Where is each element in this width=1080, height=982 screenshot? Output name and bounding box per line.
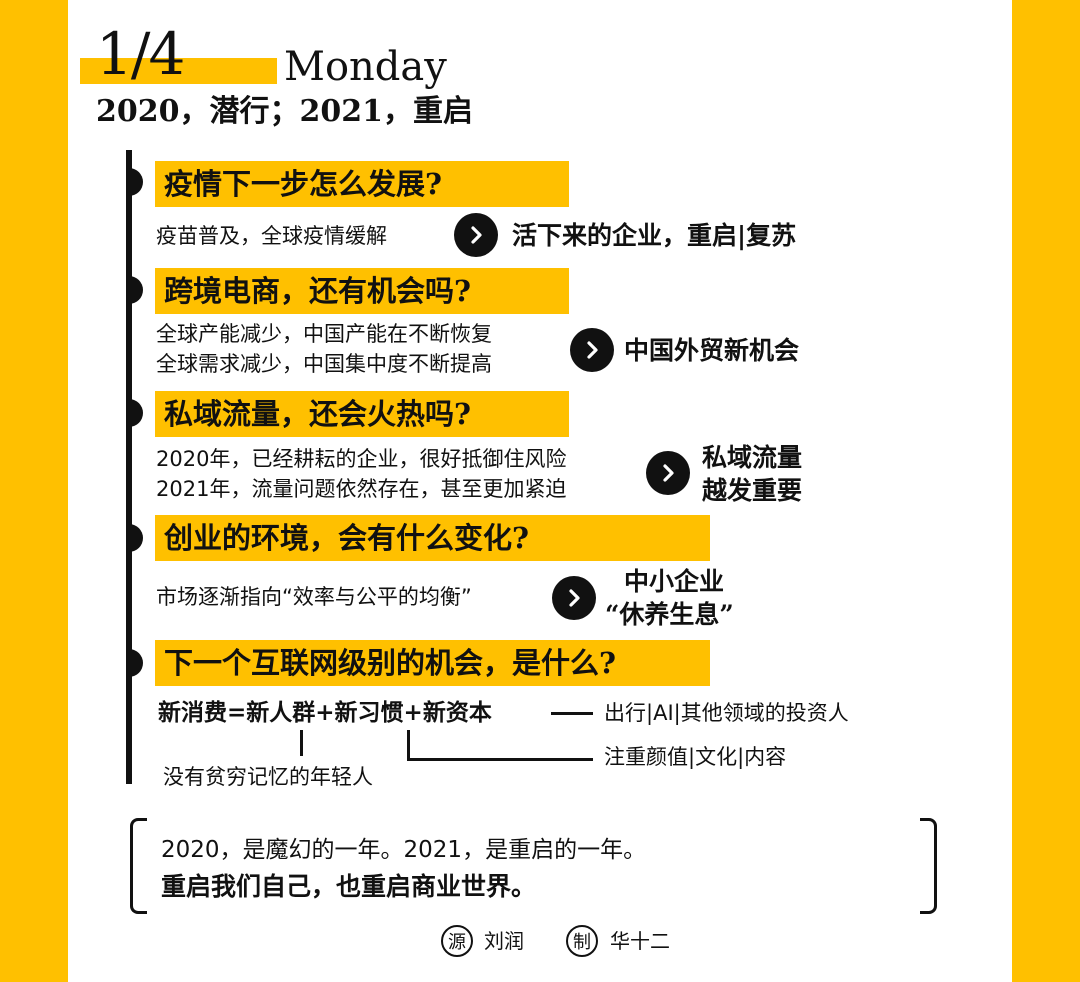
section-result: 中小企业: [624, 567, 725, 596]
maker-badge: 制: [566, 925, 598, 957]
arrow-right-icon: [454, 213, 498, 257]
question-title: 下一个互联网级别的机会，是什么?: [164, 646, 616, 680]
arrow-right-icon: [646, 451, 690, 495]
section-description-line: 市场逐渐指向“效率与公平的均衡”: [156, 585, 472, 609]
quote-bracket-right: [920, 818, 937, 914]
source-name: 刘润: [484, 929, 524, 953]
question-highlight-bar: [155, 515, 710, 561]
section-result: “休养生息”: [605, 600, 734, 629]
quote-line: 2020，是魔幻的一年。2021，是重启的一年。: [161, 837, 647, 863]
timeline-marker: [129, 524, 143, 552]
timeline-marker: [129, 649, 143, 677]
connector-line: [407, 730, 410, 761]
question-title: 疫情下一步怎么发展?: [164, 167, 442, 201]
timeline-marker: [129, 399, 143, 427]
question-title: 创业的环境，会有什么变化?: [164, 521, 529, 555]
section-description-line: 全球产能减少，中国产能在不断恢复: [156, 322, 492, 346]
section-description-line: 全球需求减少，中国集中度不断提高: [156, 352, 492, 376]
section-description-line: 2020年，已经耕耘的企业，很好抵御住风险: [156, 447, 567, 471]
arrow-right-icon: [570, 328, 614, 372]
question-highlight-bar: [155, 640, 710, 686]
question-highlight-bar: [155, 268, 569, 314]
quote-emphasis-line: 重启我们自己，也重启商业世界。: [161, 872, 537, 901]
page-subtitle: 2020，潜行；2021，重启: [96, 94, 473, 129]
question-highlight-bar: [155, 391, 569, 437]
connector-line: [551, 712, 593, 715]
quote-bracket-left: [130, 818, 147, 914]
section-result: 中国外贸新机会: [624, 336, 800, 365]
annotation-habits: 注重颜值|文化|内容: [604, 745, 787, 769]
source-badge: 源: [441, 925, 473, 957]
timeline-marker: [129, 276, 143, 304]
section-result: 私域流量: [702, 443, 803, 472]
question-title: 私域流量，还会火热吗?: [164, 397, 471, 431]
arrow-right-icon: [552, 576, 596, 620]
section-result: 越发重要: [702, 476, 803, 505]
question-title: 跨境电商，还有机会吗?: [164, 274, 471, 308]
formula-text: 新消费=新人群+新习惯+新资本: [158, 699, 492, 726]
date-highlight-bar: [80, 58, 277, 84]
annotation-people: 没有贫穷记忆的年轻人: [163, 765, 373, 789]
connector-line: [407, 758, 593, 761]
section-description-line: 2021年，流量问题依然存在，甚至更加紧迫: [156, 477, 567, 501]
annotation-capital: 出行|AI|其他领域的投资人: [604, 701, 849, 725]
maker-name: 华十二: [610, 929, 670, 953]
question-highlight-bar: [155, 161, 569, 207]
timeline-marker: [129, 168, 143, 196]
timeline-line: [126, 150, 132, 784]
date-number: 1/4: [96, 20, 185, 88]
section-description-line: 疫苗普及，全球疫情缓解: [156, 224, 387, 248]
section-result: 活下来的企业，重启|复苏: [512, 221, 797, 250]
weekday-label: Monday: [284, 44, 447, 90]
connector-line: [300, 730, 303, 756]
